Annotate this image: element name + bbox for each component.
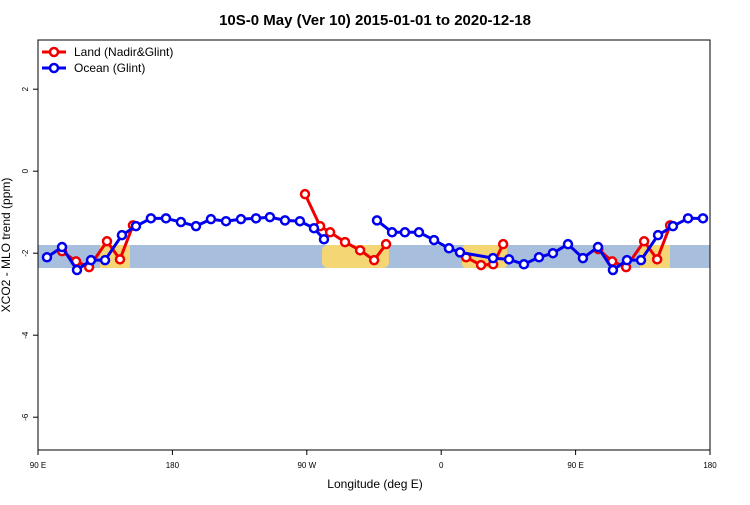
data-point <box>235 213 247 225</box>
data-point <box>220 215 232 227</box>
data-point <box>371 215 383 226</box>
data-point <box>130 220 142 232</box>
data-point <box>205 213 217 225</box>
y-tick-label: -2 <box>21 249 30 257</box>
data-point <box>518 259 530 270</box>
data-point <box>592 241 604 253</box>
data-point <box>638 236 650 247</box>
data-point <box>562 238 574 250</box>
data-point <box>279 215 291 226</box>
data-point <box>475 259 487 271</box>
data-point <box>308 222 320 234</box>
y-tick-label: 0 <box>21 168 30 173</box>
data-point <box>318 234 330 245</box>
data-point <box>354 245 366 256</box>
data-point <box>682 213 694 224</box>
x-tick-label: 90 E <box>30 461 46 470</box>
data-point <box>651 254 663 265</box>
data-point <box>299 188 311 200</box>
data-point <box>324 227 336 238</box>
series-line <box>465 243 505 267</box>
data-point <box>41 252 53 263</box>
x-tick-label: 180 <box>703 461 717 470</box>
data-point <box>621 254 633 266</box>
legend-marker <box>48 46 60 58</box>
data-point <box>99 254 111 266</box>
x-axis-label: Longitude (deg E) <box>327 477 422 491</box>
data-point <box>547 247 559 259</box>
data-point <box>577 252 589 264</box>
chart-title: 10S-0 May (Ver 10) 2015-01-01 to 2020-12… <box>219 12 531 29</box>
data-point <box>386 227 398 238</box>
data-point <box>487 252 499 264</box>
data-point <box>101 236 113 247</box>
data-point <box>454 247 466 258</box>
data-point <box>533 252 545 263</box>
x-tick-label: 180 <box>166 461 180 470</box>
data-point <box>190 220 202 232</box>
data-point <box>607 264 619 276</box>
data-point <box>264 211 276 223</box>
data-point <box>339 236 351 248</box>
data-point <box>380 238 392 250</box>
y-axis-label: XCO2 - MLO trend (ppm) <box>0 178 13 313</box>
data-point <box>71 264 83 276</box>
data-point <box>443 243 455 254</box>
y-tick-label: -6 <box>21 413 30 421</box>
x-tick-label: 0 <box>439 461 444 470</box>
data-point <box>294 215 306 227</box>
data-point <box>497 238 509 250</box>
y-tick-label: 2 <box>21 86 30 91</box>
x-tick-label: 90 E <box>567 461 583 470</box>
plot-frame <box>37 39 711 451</box>
data-point <box>652 229 664 241</box>
data-point <box>114 254 126 265</box>
x-tick-label: 90 W <box>297 461 316 470</box>
legend-marker <box>48 62 60 74</box>
data-point <box>697 213 709 224</box>
legend-label: Ocean (Glint) <box>74 61 145 75</box>
legend-label: Land (Nadir&Glint) <box>74 45 173 59</box>
data-point <box>413 227 425 238</box>
data-point <box>503 254 515 265</box>
data-point <box>428 234 440 246</box>
data-point <box>635 254 647 266</box>
data-point <box>145 213 157 224</box>
data-point <box>116 229 128 241</box>
data-point <box>160 213 172 224</box>
data-point <box>368 254 380 266</box>
data-point <box>250 213 262 224</box>
y-tick-label: -4 <box>21 331 30 339</box>
data-point <box>175 216 187 228</box>
data-point <box>85 254 97 266</box>
data-point <box>667 220 679 232</box>
data-point <box>56 241 68 253</box>
series-line <box>376 216 703 273</box>
data-point <box>399 227 411 238</box>
